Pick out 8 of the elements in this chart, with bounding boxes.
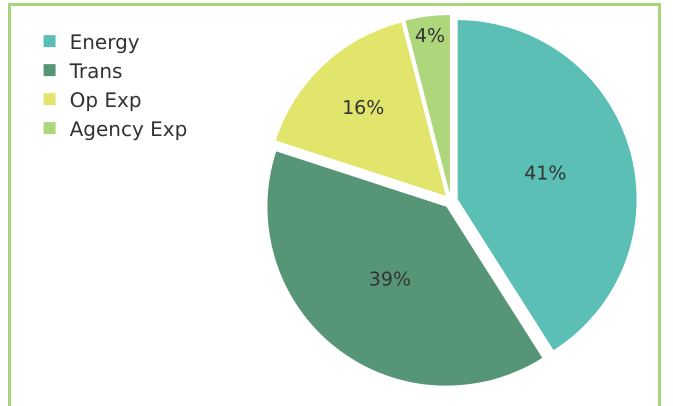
data-label: 41% (524, 162, 566, 185)
legend-label: Trans (68, 58, 122, 83)
data-label: 16% (342, 96, 384, 119)
legend-label: Energy (70, 30, 140, 54)
data-label: 39% (368, 268, 411, 291)
data-label: 4% (414, 25, 446, 48)
legend-label: Op Exp (70, 88, 142, 112)
legend-label: Agency Exp (70, 116, 188, 141)
